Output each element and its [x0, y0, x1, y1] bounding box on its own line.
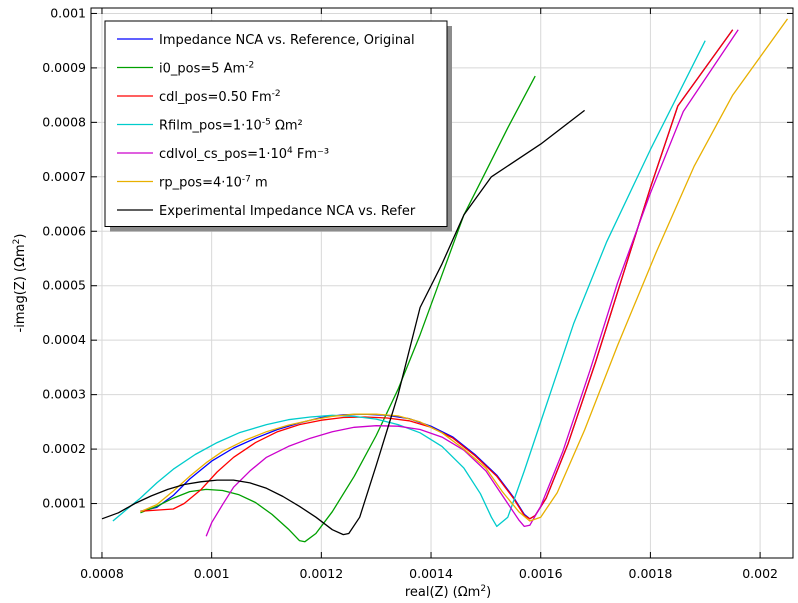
legend: Impedance NCA vs. Reference, Original i0_… — [104, 20, 452, 232]
y-axis-title: -imag(Z) (Ωm2) — [12, 234, 28, 333]
series-line-3 — [112, 40, 706, 528]
series-line-5 — [140, 18, 789, 522]
y-tick-label: 0.0009 — [42, 60, 86, 75]
y-tick-label: 0.0001 — [42, 496, 86, 511]
x-tick-label: 0.0016 — [519, 566, 563, 581]
legend-label: Impedance NCA vs. Reference, Original — [159, 33, 415, 48]
x-tick-label: 0.002 — [742, 566, 778, 581]
y-tick-label: 0.0007 — [42, 169, 86, 184]
y-tick-label: 0.001 — [50, 5, 86, 20]
x-tick-label: 0.0018 — [629, 566, 673, 581]
legend-label: cdlvol_cs_pos=1·104 Fm⁻³ — [159, 146, 329, 162]
y-tick-label: 0.0004 — [42, 332, 86, 347]
legend-label: Experimental Impedance NCA vs. Refer — [159, 204, 416, 219]
y-tick-label: 0.0006 — [42, 223, 86, 238]
y-tick-label: 0.0002 — [42, 441, 86, 456]
y-tick-label: 0.0008 — [42, 114, 86, 129]
legend-label: Rfilm_pos=1·10-5 Ωm² — [159, 118, 303, 134]
x-tick-label: 0.001 — [194, 566, 230, 581]
legend-box — [104, 20, 448, 227]
legend-label: i0_pos=5 Am-2 — [159, 61, 254, 77]
series-line-2 — [140, 29, 734, 520]
plot-frame — [90, 7, 794, 559]
axis-ticks: 0.0008 0.001 0.0012 0.0014 0.0016 0.0018 0.002… — [42, 5, 793, 581]
x-tick-label: 0.0012 — [299, 566, 343, 581]
x-axis-title: real(Z) (Ωm2) — [405, 584, 491, 600]
y-tick-label: 0.0005 — [42, 278, 86, 293]
series-layer — [101, 18, 789, 543]
legend-label: rp_pos=4·10-7 m — [159, 175, 268, 191]
y-tick-label: 0.0003 — [42, 387, 86, 402]
legend-label: cdl_pos=0.50 Fm-2 — [159, 89, 281, 105]
x-tick-label: 0.0014 — [409, 566, 453, 581]
series-line-4 — [205, 29, 739, 537]
x-tick-label: 0.0008 — [80, 566, 124, 581]
series-line-6 — [101, 109, 585, 536]
